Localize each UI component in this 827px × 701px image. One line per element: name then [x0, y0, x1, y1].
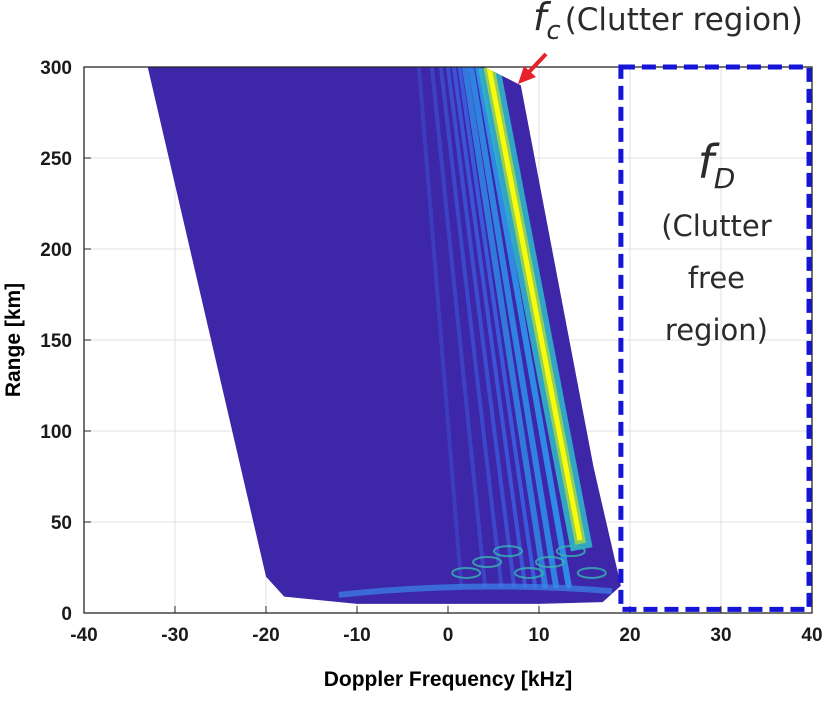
x-tick-label: 30	[710, 625, 731, 646]
x-axis-label: Doppler Frequency [kHz]	[324, 668, 573, 691]
lobe	[472, 556, 503, 569]
y-tick-label: 50	[51, 513, 72, 534]
y-tick-label: 0	[61, 604, 72, 625]
annotations: fc (Clutter region) fD (Clutter free regi…	[518, 0, 812, 612]
fringe-band	[416, 67, 464, 588]
y-tick-label: 100	[40, 422, 72, 443]
x-tick-label: 20	[619, 625, 640, 646]
tick-labels: -40 -30 -20 -10 0 10 20 30 40 0 50 100 150 200 250 300	[40, 58, 822, 646]
y-tick-label: 250	[40, 149, 72, 170]
y-axis-label: Range [km]	[2, 283, 25, 397]
fd-line-2: free	[688, 261, 745, 295]
fringe-band	[429, 67, 487, 588]
x-tick-label: -40	[70, 625, 97, 646]
fringe-band	[445, 67, 517, 588]
clutter-heatmap	[147, 67, 621, 604]
lobe	[493, 545, 524, 558]
fc-annotation: fc (Clutter region)	[533, 0, 803, 46]
fd-line-1: (Clutter	[661, 209, 772, 243]
fd-subscript: D	[714, 162, 736, 195]
fd-annotation: fD (Clutter free region)	[661, 135, 772, 347]
x-tick-label: 40	[801, 625, 822, 646]
y-tick-label: 300	[40, 58, 72, 79]
y-tick-label: 150	[40, 331, 72, 352]
arrow-icon	[518, 52, 548, 84]
clutter-free-region-box	[618, 64, 812, 612]
clutter-fringes	[338, 67, 613, 598]
lobe	[451, 566, 482, 579]
y-tick-label: 200	[40, 240, 72, 261]
lobe	[534, 556, 565, 569]
fringe-band	[467, 67, 559, 589]
arrow-head	[518, 66, 536, 84]
lobe-base	[338, 583, 613, 598]
lobe	[576, 566, 607, 579]
x-tick-label: -20	[252, 625, 279, 646]
arrow-shaft	[527, 52, 548, 74]
fc-subscript: c	[546, 16, 560, 46]
x-tick-label: 0	[443, 625, 454, 646]
x-tick-label: 10	[528, 625, 549, 646]
fringe-band	[451, 67, 527, 588]
fc-description: (Clutter region)	[565, 2, 803, 38]
fringe-band	[474, 67, 572, 589]
x-tick-label: -10	[343, 625, 370, 646]
fringe-band	[461, 67, 549, 589]
fd-line-3: region)	[665, 313, 768, 347]
fringe-band	[438, 67, 504, 588]
lobe	[555, 545, 586, 558]
svg-text:fc(Clutter region): fc (Clutter region)	[533, 0, 803, 46]
fringe-band	[457, 67, 538, 588]
x-tick-label: -30	[161, 625, 188, 646]
lobe	[513, 566, 544, 579]
ridge-peak	[486, 67, 583, 541]
